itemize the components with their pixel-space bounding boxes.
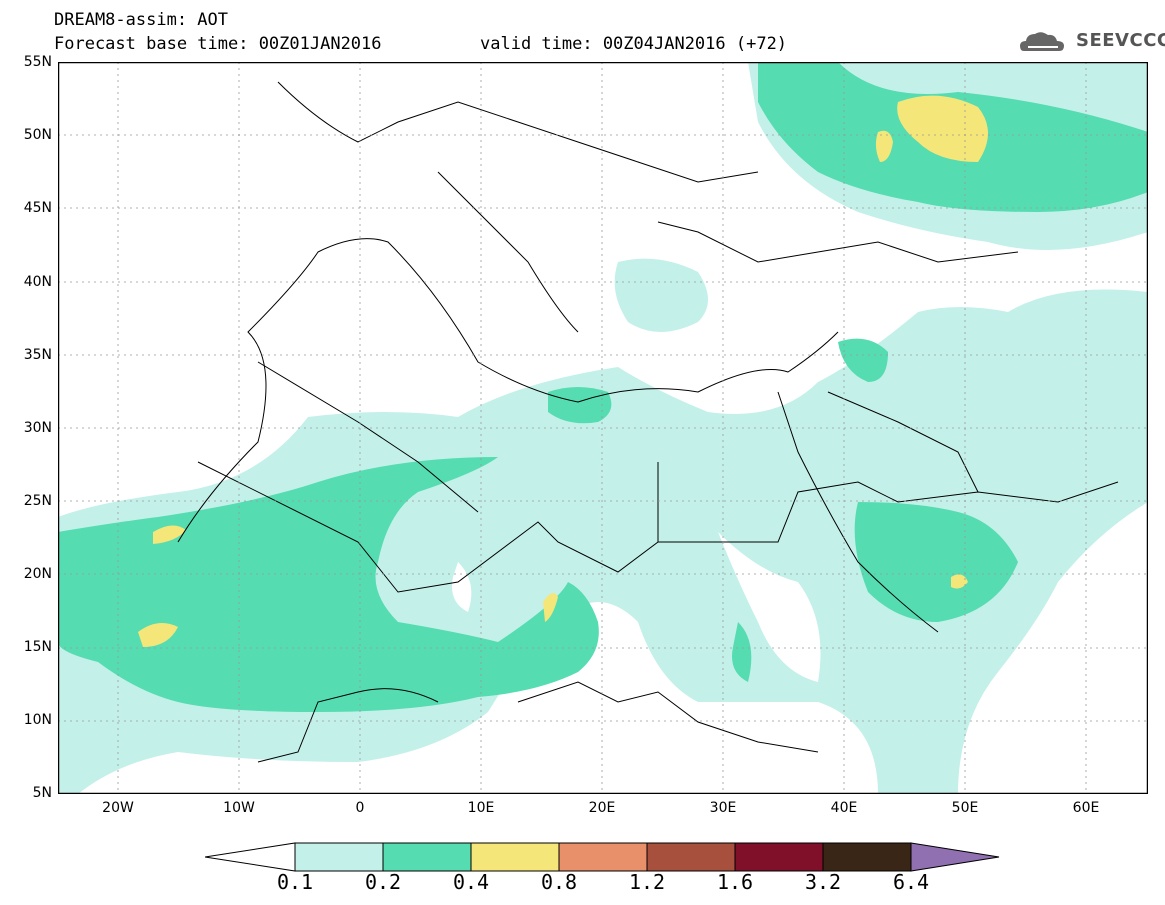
colorbar-segment xyxy=(734,842,824,872)
lat-label: 15N xyxy=(23,639,52,655)
lat-label: 40N xyxy=(23,274,52,290)
lat-label: 10N xyxy=(23,712,52,728)
colorbar-label: 0.1 xyxy=(276,870,314,894)
lon-label: 50E xyxy=(951,800,979,816)
lon-label: 20E xyxy=(588,800,616,816)
lat-label: 30N xyxy=(23,420,52,436)
lon-label: 0 xyxy=(355,800,365,816)
lon-label: 60E xyxy=(1072,800,1100,816)
colorbar-segment xyxy=(382,842,472,872)
aot-field-mid xyxy=(58,62,1148,712)
colorbar-label: 6.4 xyxy=(892,870,930,894)
chart-title: DREAM8-assim: AOT xyxy=(54,10,228,30)
colorbar-segment xyxy=(558,842,648,872)
colorbar-label: 3.2 xyxy=(804,870,842,894)
colorbar-segment xyxy=(294,842,384,872)
lat-label: 20N xyxy=(23,566,52,582)
colorbar-label: 1.2 xyxy=(628,870,666,894)
colorbar-segment xyxy=(910,842,1000,872)
colorbar-segment xyxy=(646,842,736,872)
aot-map xyxy=(58,62,1148,794)
lon-label: 10E xyxy=(467,800,495,816)
graticule xyxy=(58,62,1148,794)
map-boundaries xyxy=(177,81,1119,763)
lat-label: 55N xyxy=(23,54,52,70)
lat-label: 5N xyxy=(32,785,52,801)
cloud-logo-icon xyxy=(1020,32,1064,51)
aot-colorbar xyxy=(205,842,1000,872)
colorbar-segment xyxy=(470,842,560,872)
lon-label: 20W xyxy=(102,800,134,816)
colorbar-label: 0.2 xyxy=(364,870,402,894)
colorbar-label: 0.4 xyxy=(452,870,490,894)
colorbar-segment xyxy=(205,842,296,872)
lon-label: 30E xyxy=(709,800,737,816)
lat-label: 35N xyxy=(23,347,52,363)
lon-label: 40E xyxy=(830,800,858,816)
lat-label: 25N xyxy=(23,493,52,509)
valid-time: valid time: 00Z04JAN2016 (+72) xyxy=(480,34,788,54)
logo-text: SEEVCCC xyxy=(1076,30,1165,51)
forecast-base-time: Forecast base time: 00Z01JAN2016 xyxy=(54,34,382,54)
colorbar-segment xyxy=(822,842,912,872)
colorbar-label: 1.6 xyxy=(716,870,754,894)
aot-field-high xyxy=(138,95,988,647)
lat-label: 50N xyxy=(23,127,52,143)
colorbar-label: 0.8 xyxy=(540,870,578,894)
lon-label: 10W xyxy=(223,800,255,816)
lat-label: 45N xyxy=(23,200,52,216)
